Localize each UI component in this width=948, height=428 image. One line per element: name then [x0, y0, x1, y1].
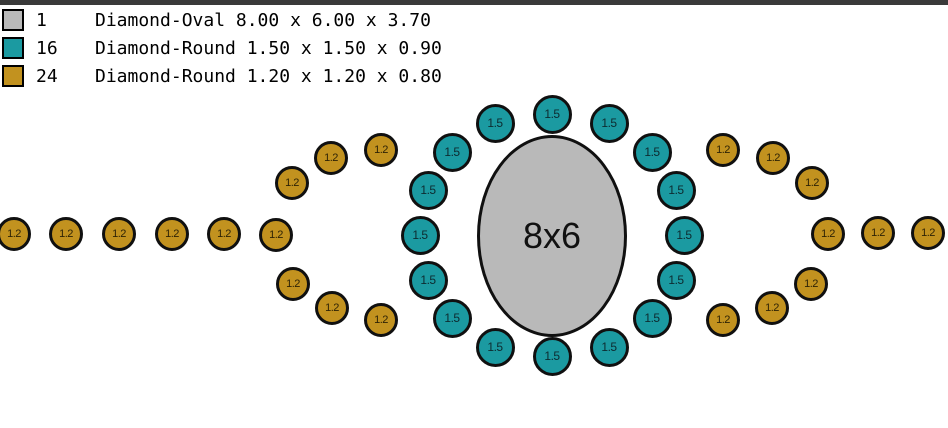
stone-round-small: 1.2 — [364, 133, 398, 167]
stone-round-small: 1.2 — [314, 141, 348, 175]
stone-round-small: 1.2 — [364, 303, 398, 337]
stone-round-small: 1.2 — [155, 217, 189, 251]
stone-round-small: 1.2 — [755, 291, 789, 325]
legend-row-oval: 1 Diamond-Oval 8.00 x 6.00 x 3.70 — [2, 6, 442, 34]
stone-round-large: 1.5 — [632, 298, 672, 338]
stone-round-large: 1.5 — [656, 170, 696, 210]
legend-count: 1 — [36, 9, 47, 31]
legend-description: Diamond-Oval 8.00 x 6.00 x 3.70 — [95, 9, 431, 31]
stone-round-large: 1.5 — [656, 260, 696, 300]
stone-round-small: 1.2 — [911, 216, 945, 250]
legend-row-round-large: 16 Diamond-Round 1.50 x 1.50 x 0.90 — [2, 34, 442, 62]
legend-count: 24 — [36, 65, 58, 87]
stone-round-large: 1.5 — [432, 132, 472, 172]
stone-round-small: 1.2 — [795, 166, 829, 200]
legend-swatch-oval — [2, 9, 24, 31]
legend-description: Diamond-Round 1.50 x 1.50 x 0.90 — [95, 37, 442, 59]
center-stone-oval: 8x6 — [477, 135, 627, 337]
legend-row-round-small: 24 Diamond-Round 1.20 x 1.20 x 0.80 — [2, 62, 442, 90]
stone-round-large: 1.5 — [632, 132, 672, 172]
stone-round-small: 1.2 — [276, 267, 310, 301]
stone-round-small: 1.2 — [207, 217, 241, 251]
stone-round-large: 1.5 — [408, 170, 448, 210]
stone-round-small: 1.2 — [0, 217, 31, 251]
stone-round-small: 1.2 — [259, 218, 293, 252]
stone-round-small: 1.2 — [315, 291, 349, 325]
stone-round-small: 1.2 — [49, 217, 83, 251]
stone-round-large: 1.5 — [589, 327, 629, 367]
stone-round-small: 1.2 — [706, 303, 740, 337]
stone-round-small: 1.2 — [794, 267, 828, 301]
stone-round-small: 1.2 — [102, 217, 136, 251]
stone-round-large: 1.5 — [532, 336, 572, 376]
stone-round-large: 1.5 — [475, 103, 515, 143]
stone-round-small: 1.2 — [756, 141, 790, 175]
legend: 1 Diamond-Oval 8.00 x 6.00 x 3.70 16 Dia… — [2, 6, 442, 90]
stone-round-large: 1.5 — [664, 215, 704, 255]
stone-round-large: 1.5 — [475, 327, 515, 367]
stone-round-large: 1.5 — [400, 215, 440, 255]
stone-round-large: 1.5 — [432, 298, 472, 338]
stone-round-small: 1.2 — [706, 133, 740, 167]
top-border-bar — [0, 0, 948, 5]
legend-count: 16 — [36, 37, 58, 59]
legend-swatch-round-large — [2, 37, 24, 59]
center-stone-label: 8x6 — [522, 215, 582, 256]
stone-round-small: 1.2 — [861, 216, 895, 250]
legend-description: Diamond-Round 1.20 x 1.20 x 0.80 — [95, 65, 442, 87]
stone-round-large: 1.5 — [532, 94, 572, 134]
legend-swatch-round-small — [2, 65, 24, 87]
stone-round-large: 1.5 — [408, 260, 448, 300]
stone-round-large: 1.5 — [589, 103, 629, 143]
stone-round-small: 1.2 — [275, 166, 309, 200]
stone-round-small: 1.2 — [811, 217, 845, 251]
